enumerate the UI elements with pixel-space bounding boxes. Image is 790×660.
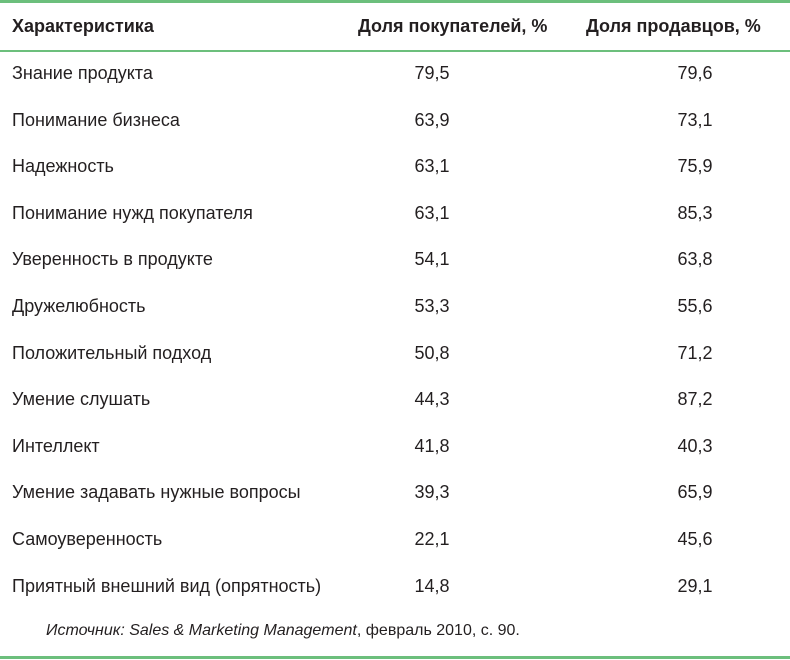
source-label: Источник: bbox=[46, 622, 130, 639]
sellers-cell: 75,9 bbox=[677, 156, 713, 177]
header-buyers: Доля покупателей, % bbox=[358, 16, 548, 36]
table-row: Интеллект 41,8 40,3 bbox=[0, 436, 790, 460]
sellers-cell: 87,2 bbox=[677, 389, 713, 410]
buyers-cell: 44,3 bbox=[414, 389, 450, 410]
characteristic-cell: Надежность bbox=[12, 156, 114, 177]
buyers-cell: 39,3 bbox=[414, 482, 450, 503]
buyers-cell: 54,1 bbox=[414, 249, 450, 270]
buyers-cell: 53,3 bbox=[414, 296, 450, 316]
characteristic-cell: Уверенность в продукте bbox=[12, 249, 213, 270]
buyers-cell: 63,9 bbox=[414, 109, 450, 130]
table-row: Положительный подход 50,8 71,2 bbox=[0, 343, 790, 367]
sellers-cell: 85,3 bbox=[677, 202, 713, 223]
characteristic-cell: Умение слушать bbox=[12, 389, 151, 410]
top-rule bbox=[0, 0, 790, 3]
sellers-cell: 63,8 bbox=[677, 249, 713, 270]
characteristic-cell: Понимание нужд покупателя bbox=[12, 202, 253, 223]
sellers-cell: 40,3 bbox=[677, 435, 713, 456]
sellers-cell: 55,6 bbox=[677, 296, 713, 316]
table-row: Приятный внешний вид (опрятность) 14,8 29,… bbox=[0, 576, 790, 600]
source-rest: , февраль 2010, с. 90. bbox=[356, 622, 520, 639]
buyers-cell: 79,5 bbox=[414, 63, 450, 83]
characteristic-cell: Интеллект bbox=[12, 435, 100, 456]
sellers-cell: 73,1 bbox=[677, 109, 713, 130]
buyers-cell: 63,1 bbox=[414, 156, 450, 177]
table-row: Дружелюбность 53,3 55,6 bbox=[0, 296, 790, 320]
table-row: Понимание бизнеса 63,9 73,1 bbox=[0, 110, 790, 134]
header-characteristic: Характеристика bbox=[12, 16, 154, 36]
source-title: Sales & Marketing Management bbox=[129, 622, 357, 639]
characteristic-cell: Дружелюбность bbox=[12, 296, 146, 316]
header-sellers: Доля продавцов, % bbox=[586, 16, 761, 36]
table-row: Знание продукта 79,5 79,6 bbox=[0, 63, 790, 87]
sellers-cell: 65,9 bbox=[677, 482, 713, 503]
buyers-cell: 41,8 bbox=[414, 435, 450, 456]
table-row: Понимание нужд покупателя 63,1 85,3 bbox=[0, 203, 790, 227]
table-row: Надежность 63,1 75,9 bbox=[0, 156, 790, 180]
characteristic-cell: Положительный подход bbox=[12, 342, 212, 363]
buyers-cell: 63,1 bbox=[414, 202, 450, 223]
characteristic-cell: Понимание бизнеса bbox=[12, 109, 180, 130]
sellers-cell: 71,2 bbox=[677, 342, 713, 363]
characteristic-cell: Самоуверенность bbox=[12, 529, 163, 549]
table-row: Самоуверенность 22,1 45,6 bbox=[0, 529, 790, 553]
buyers-cell: 14,8 bbox=[414, 575, 450, 596]
table-row: Уверенность в продукте 54,1 63,8 bbox=[0, 249, 790, 273]
characteristic-cell: Знание продукта bbox=[12, 63, 153, 83]
characteristic-cell: Приятный внешний вид (опрятность) bbox=[12, 575, 322, 596]
buyers-cell: 22,1 bbox=[414, 529, 450, 549]
header-rule bbox=[0, 50, 790, 52]
bottom-rule bbox=[0, 656, 790, 659]
table-row: Умение задавать нужные вопросы 39,3 65,9 bbox=[0, 482, 790, 506]
buyers-cell: 50,8 bbox=[414, 342, 450, 363]
table-row: Умение слушать 44,3 87,2 bbox=[0, 389, 790, 413]
characteristic-cell: Умение задавать нужные вопросы bbox=[12, 482, 301, 503]
sellers-cell: 45,6 bbox=[677, 529, 713, 549]
sellers-cell: 79,6 bbox=[677, 63, 713, 83]
source-note: Источник: Sales & Marketing Management, … bbox=[46, 622, 520, 640]
sellers-cell: 29,1 bbox=[677, 575, 713, 596]
